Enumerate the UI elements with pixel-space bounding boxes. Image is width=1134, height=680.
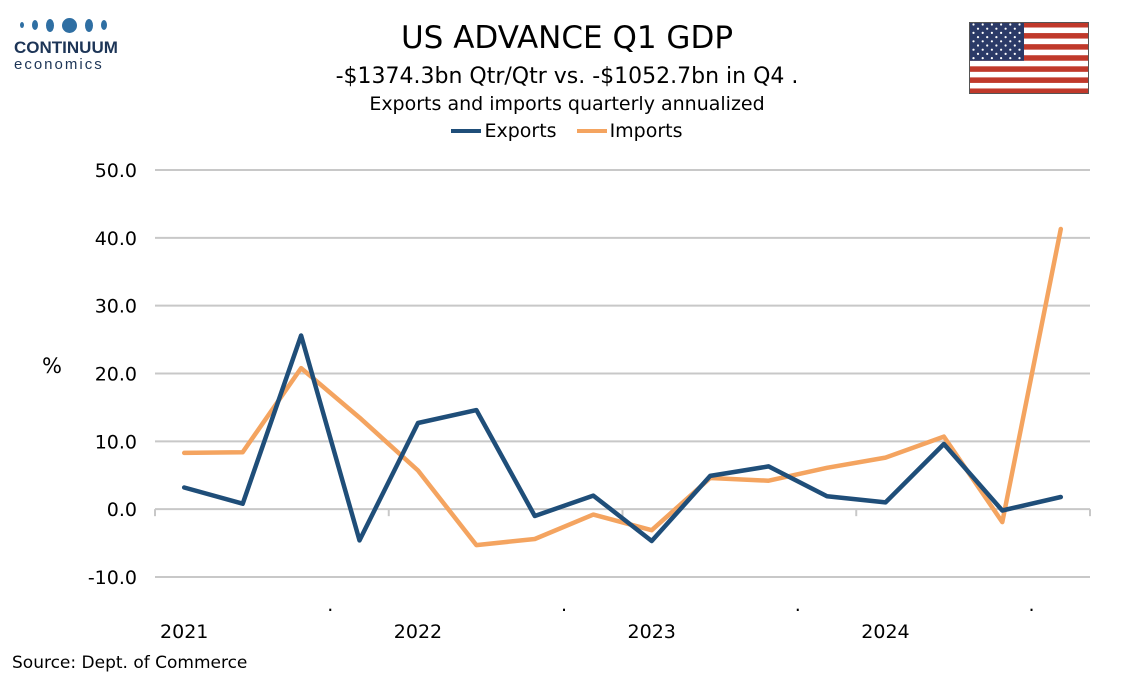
x-tick-label: . [327,594,333,616]
x-tick-label: 2023 [628,621,676,643]
x-tick-label: . [795,594,801,616]
series-line-imports [181,226,1064,548]
y-tick-label: 0.0 [107,499,137,521]
y-tick-label: 30.0 [95,296,137,318]
logo: CONTINUUM economics [14,14,134,73]
legend-item-exports: Exports [451,120,557,142]
x-tick-label: 2022 [394,621,442,643]
y-tick-label: -10.0 [88,567,137,589]
legend-swatch-imports [576,129,607,133]
y-tick-label: 40.0 [95,228,137,250]
x-tick-label: . [1029,594,1035,616]
line-chart: -10.00.010.020.030.040.050.0 2021.2022.2… [42,160,1091,643]
source-note: Source: Dept. of Commerce [12,653,248,673]
series [181,226,1064,548]
x-tick-label: 2021 [160,621,208,643]
chart-subtitle: -$1374.3bn Qtr/Qtr vs. -$1052.7bn in Q4 … [335,64,799,89]
chart-subtitle-2: Exports and imports quarterly annualized [369,93,765,115]
y-tick-label: 50.0 [95,160,137,182]
chart-title: US ADVANCE Q1 GDP [400,20,734,56]
legend-item-imports: Imports [576,120,683,142]
us-flag-icon [969,22,1089,94]
legend: Exports Imports [0,120,1134,142]
logo-dots-icon [20,14,134,36]
legend-label-exports: Exports [484,120,557,142]
grid [154,169,1091,578]
y-axis: -10.0 0.0 10.0 20.0 30.0 40.0 50.0 [88,160,137,589]
x-axis: 2021. 2022. 2023. 2024. [160,594,1035,643]
y-axis-label: % [42,354,62,378]
y-tick-label: 20.0 [95,364,137,386]
legend-swatch-exports [451,129,482,133]
legend-label-imports: Imports [609,120,683,142]
series-line-exports [181,333,1064,544]
x-tick-label: 2024 [861,621,909,643]
logo-name: CONTINUUM [14,38,118,57]
x-tick-label: . [561,594,567,616]
logo-sub: economics [14,56,104,73]
y-tick-label: 10.0 [95,431,137,453]
